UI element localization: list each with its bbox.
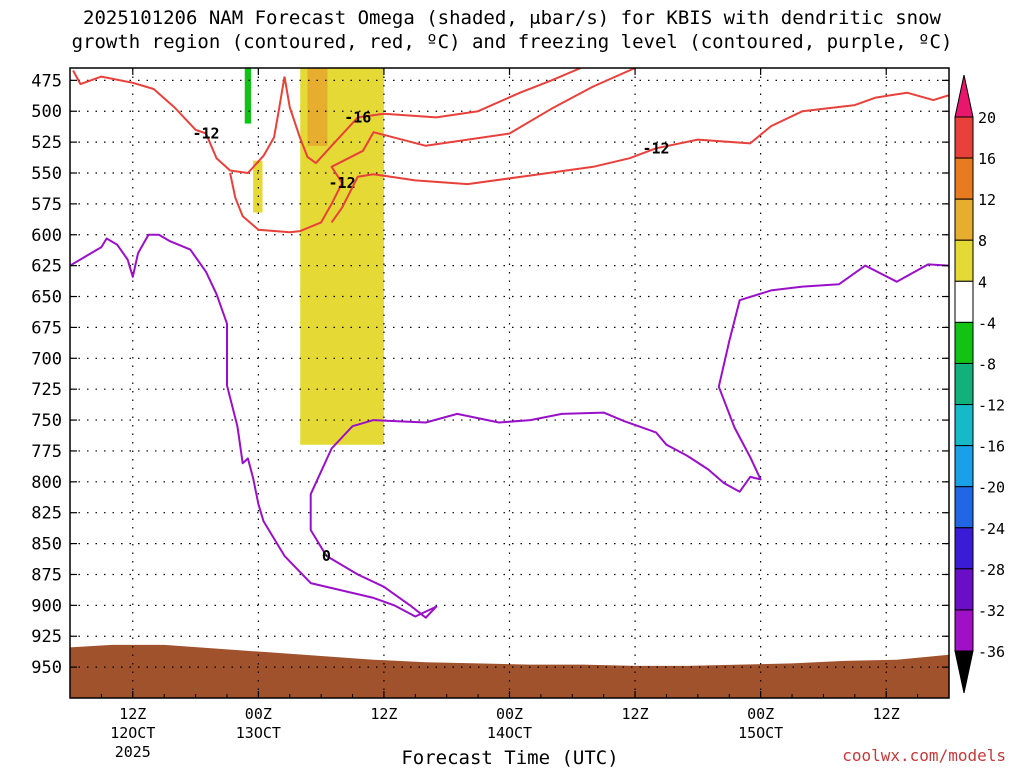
ytick-label-850: 850 [31,535,62,555]
colorbar-box-4 [954,280,974,323]
colorbar-label-12: -32 [978,602,1005,620]
colorbar-label-1: 16 [978,150,996,168]
ytick-label-575: 575 [31,195,62,215]
x-axis-label: Forecast Time (UTC) [401,747,618,768]
ytick-label-875: 875 [31,565,62,585]
ytick-label-600: 600 [31,226,62,246]
xtick-label-24-1: 13OCT [236,724,281,742]
credit-text: coolwx.com/models [842,746,1006,765]
dgz-contour-label-0: -12 [192,124,219,142]
ytick-label-725: 725 [31,380,62,400]
dgz-contour-label-2: -12 [329,174,356,192]
chart-title: 2025101206 NAM Forecast Omega (shaded, μ… [0,6,1024,54]
colorbar-label-6: -8 [978,355,996,373]
freezing-contour-0 [70,233,949,619]
xtick-label-36-0: 12Z [370,705,397,723]
ytick-label-825: 825 [31,504,62,524]
ytick-label-675: 675 [31,318,62,338]
ytick-label-625: 625 [31,257,62,277]
colorbar-box-0 [954,116,974,159]
colorbar-box-8 [954,445,974,488]
colorbar-box-3 [954,239,974,282]
xtick-label-12-1: 12OCT [110,724,155,742]
colorbar-label-11: -28 [978,561,1005,579]
xtick-label-48-1: 14OCT [487,724,532,742]
colorbar-box-6 [954,362,974,406]
ytick-label-800: 800 [31,473,62,493]
dgz-contour-0 [72,70,286,174]
xtick-label-24-0: 00Z [245,705,272,723]
colorbar-label-5: -4 [978,314,996,332]
xtick-label-60-0: 12Z [622,705,649,723]
ytick-label-650: 650 [31,288,62,308]
colorbar-label-2: 12 [978,191,996,209]
title-line-1: 2025101206 NAM Forecast Omega (shaded, μ… [83,7,941,29]
colorbar-label-13: -36 [978,643,1005,661]
colorbar-label-3: 8 [978,232,987,250]
ytick-label-550: 550 [31,164,62,184]
colorbar-label-4: 4 [978,273,987,291]
xtick-label-72-0: 00Z [747,705,774,723]
colorbar-label-0: 20 [978,109,996,127]
ytick-label-775: 775 [31,442,62,462]
colorbar-label-8: -16 [978,438,1005,456]
colorbar-box-2 [954,198,974,241]
xtick-label-48-0: 00Z [496,705,523,723]
ytick-label-950: 950 [31,658,62,678]
xtick-label-72-1: 15OCT [738,724,783,742]
ytick-label-700: 700 [31,349,62,369]
ytick-label-925: 925 [31,627,62,647]
terrain-fill [70,644,949,698]
dgz-contour-1 [283,68,582,165]
dgz-contour-label-1: -16 [344,108,371,126]
colorbar-box-5 [954,321,974,364]
dgz-contour-3 [330,91,949,223]
gridlines [70,68,949,698]
omega-shading [244,68,384,445]
ytick-label-525: 525 [31,133,62,153]
terrain [70,644,949,698]
xtick-label-12-2: 2025 [115,743,151,761]
colorbar-top-arrow [954,74,974,118]
omega-region-2 [244,68,252,124]
colorbar-label-10: -24 [978,520,1005,538]
omega-region-3 [253,160,263,213]
ytick-label-500: 500 [31,102,62,122]
colorbar-box-9 [954,486,974,529]
freezing-contour-label-0: 0 [322,547,331,565]
colorbar-box-7 [954,404,974,447]
ytick-label-750: 750 [31,411,62,431]
xtick-label-84-0: 12Z [873,705,900,723]
ytick-label-900: 900 [31,596,62,616]
colorbar-box-11 [954,568,974,611]
contours: -12 -16 -12 -12 0 [70,68,949,619]
omega-region-1 [307,68,328,146]
dgz-contour-2 [229,68,636,234]
colorbar-label-9: -20 [978,479,1005,497]
xtick-label-12-0: 12Z [119,705,146,723]
colorbar-box-1 [954,157,974,200]
colorbar: 20 16 12 8 4 -4 -8 -12 -16 -20 -24 -28 -32 -36 [954,74,1005,694]
colorbar-box-10 [954,527,974,570]
title-line-2: growth region (contoured, red, ºC) and f… [71,31,953,53]
y-axis: 475 500 525 550 575 600 625 650 675 700 725 750 775 8… [31,71,949,678]
dgz-contour-label-3: -12 [642,139,669,157]
colorbar-label-7: -12 [978,397,1005,415]
ytick-label-475: 475 [31,71,62,91]
colorbar-box-12 [954,609,974,652]
colorbar-bottom-arrow [954,650,974,694]
